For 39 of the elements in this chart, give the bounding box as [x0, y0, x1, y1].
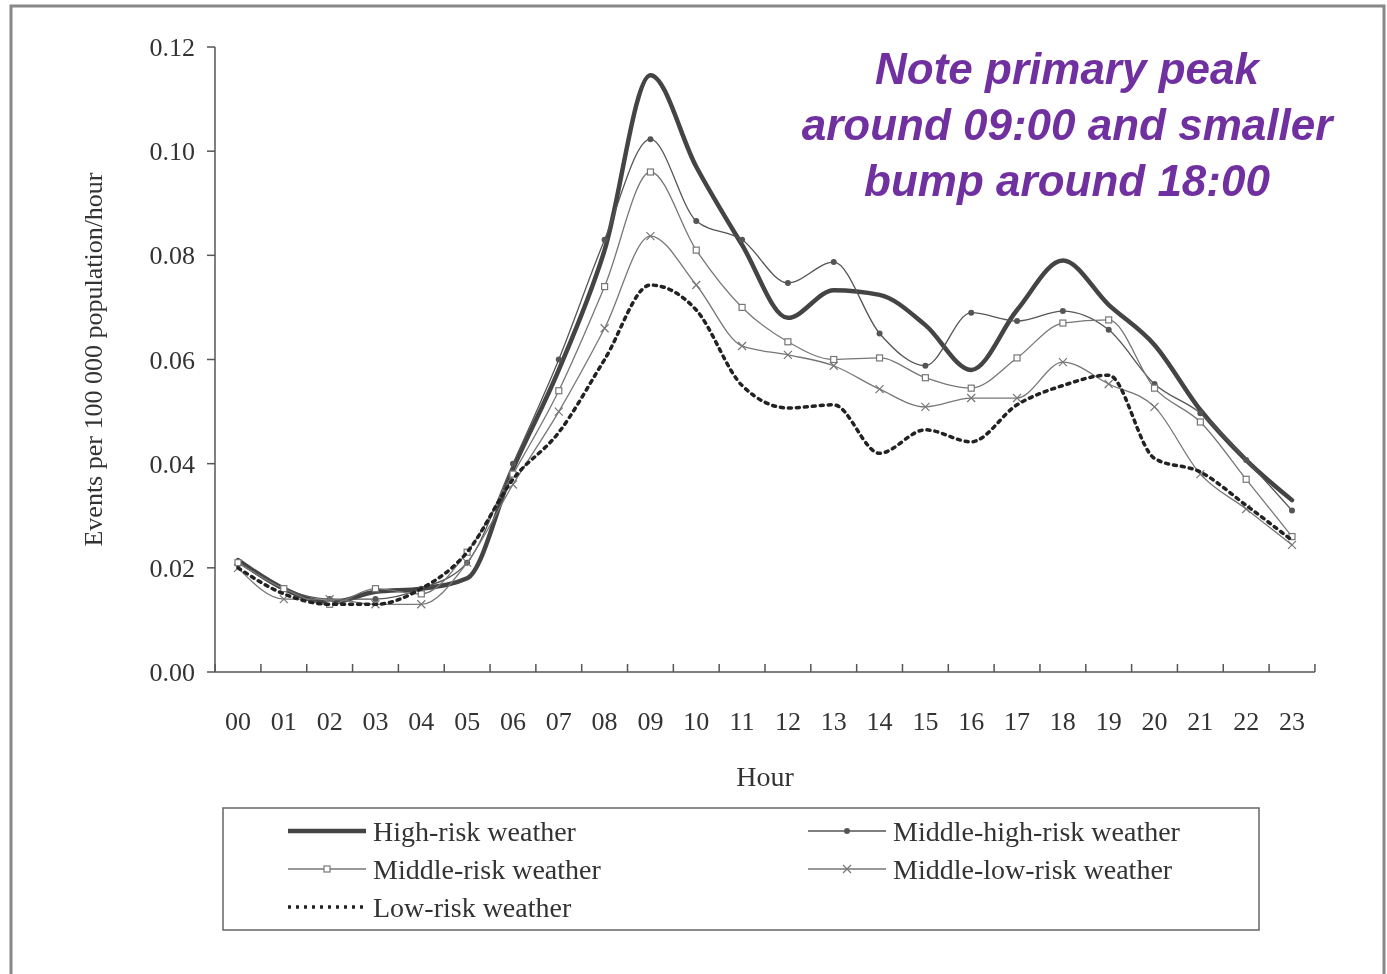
x-tick-label: 23 [1279, 707, 1305, 736]
x-tick-label: 21 [1187, 707, 1214, 736]
x-tick-label: 00 [225, 707, 251, 736]
x-axis-title: Hour [736, 761, 795, 792]
x-tick-label: 03 [362, 707, 389, 736]
legend-label: Low-risk weather [373, 891, 572, 923]
x-tick-label: 13 [820, 707, 847, 736]
legend-label: Middle-low-risk weather [893, 853, 1173, 885]
y-tick-label: 0.04 [149, 449, 195, 479]
y-axis-title: Events per 100 000 population/hour [79, 172, 108, 547]
y-tick-label: 0.02 [149, 553, 195, 583]
x-tick-label: 16 [958, 707, 985, 736]
x-tick-label: 18 [1049, 707, 1076, 736]
y-tick-label: 0.10 [149, 137, 195, 167]
x-tick-label: 09 [637, 707, 664, 736]
x-tick-label: 02 [316, 707, 343, 736]
x-tick-label: 08 [591, 707, 618, 736]
x-tick-label: 19 [1095, 707, 1122, 736]
legend-label: Middle-risk weather [373, 853, 602, 885]
x-tick-label: 06 [499, 707, 526, 736]
legend-label: Middle-high-risk weather [893, 815, 1181, 847]
y-tick-label: 0.12 [149, 33, 195, 63]
x-tick-label: 20 [1141, 707, 1168, 736]
annotation: Note primary peak around 09:00 and smaller bump around 18:00 [801, 44, 1336, 205]
x-tick-label: 14 [866, 707, 893, 736]
legend-label: High-risk weather [373, 815, 577, 847]
x-tick-label: 10 [683, 707, 710, 736]
y-tick-label: 0.08 [149, 241, 195, 271]
x-tick-label: 22 [1233, 707, 1260, 736]
x-tick-label: 11 [729, 707, 755, 736]
x-tick-label: 01 [270, 707, 297, 736]
x-tick-label: 17 [1004, 707, 1031, 736]
x-tick-label: 04 [408, 707, 435, 736]
x-tick-label: 12 [774, 707, 801, 736]
x-tick-label: 15 [912, 707, 939, 736]
x-tick-label: 07 [545, 707, 572, 736]
x-tick-label: 05 [454, 707, 481, 736]
y-tick-label: 0.06 [149, 345, 195, 375]
y-tick-label: 0.00 [149, 658, 195, 688]
